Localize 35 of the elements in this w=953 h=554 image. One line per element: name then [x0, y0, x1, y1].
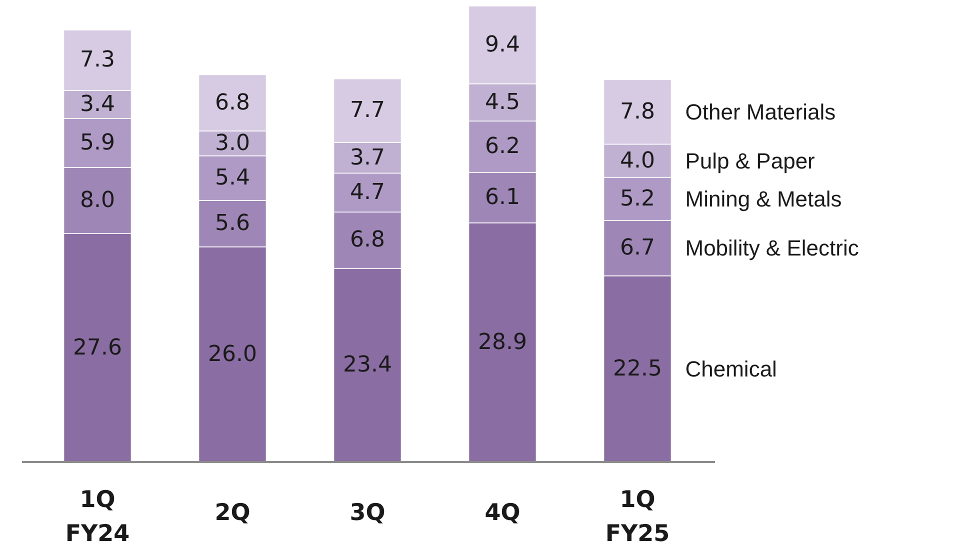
data-label: 3.0: [215, 130, 250, 156]
x-tick-label: 3Q: [350, 500, 386, 526]
data-label: 5.4: [215, 166, 250, 191]
series-label: Chemical: [685, 356, 777, 382]
data-label: 5.9: [80, 130, 115, 156]
data-label: 23.4: [343, 352, 392, 378]
data-label: 4.7: [350, 180, 385, 206]
data-label: 3.4: [80, 92, 115, 117]
data-label: 4.5: [485, 90, 520, 115]
data-label: 26.0: [208, 342, 257, 367]
data-label: 4.0: [620, 148, 655, 174]
data-label: 6.7: [620, 236, 655, 261]
data-label: 28.9: [478, 330, 527, 355]
data-label: 5.2: [620, 186, 655, 212]
data-label: 6.2: [485, 134, 520, 160]
data-label: 8.0: [80, 188, 115, 213]
data-label: 6.1: [485, 185, 520, 210]
data-label: 6.8: [350, 228, 385, 253]
series-label: Mobility & Electric: [685, 236, 859, 261]
series-label: Pulp & Paper: [685, 148, 815, 174]
series-label: Other Materials: [685, 99, 836, 124]
data-label: 5.6: [215, 211, 250, 236]
series-label: Mining & Metals: [685, 186, 842, 212]
data-label: 22.5: [613, 356, 662, 382]
data-label: 7.8: [620, 99, 655, 124]
data-label: 9.4: [485, 32, 520, 58]
data-label: 7.3: [80, 48, 115, 73]
data-label: 27.6: [73, 335, 122, 360]
x-tick-label: 1Q FY24: [65, 487, 130, 547]
data-label: 3.7: [350, 145, 385, 170]
x-tick-label: 1Q FY25: [605, 487, 670, 547]
x-tick-label: 4Q: [484, 500, 520, 526]
data-label: 6.8: [215, 90, 250, 116]
x-tick-label: 2Q: [214, 500, 250, 526]
data-label: 7.7: [350, 98, 385, 124]
